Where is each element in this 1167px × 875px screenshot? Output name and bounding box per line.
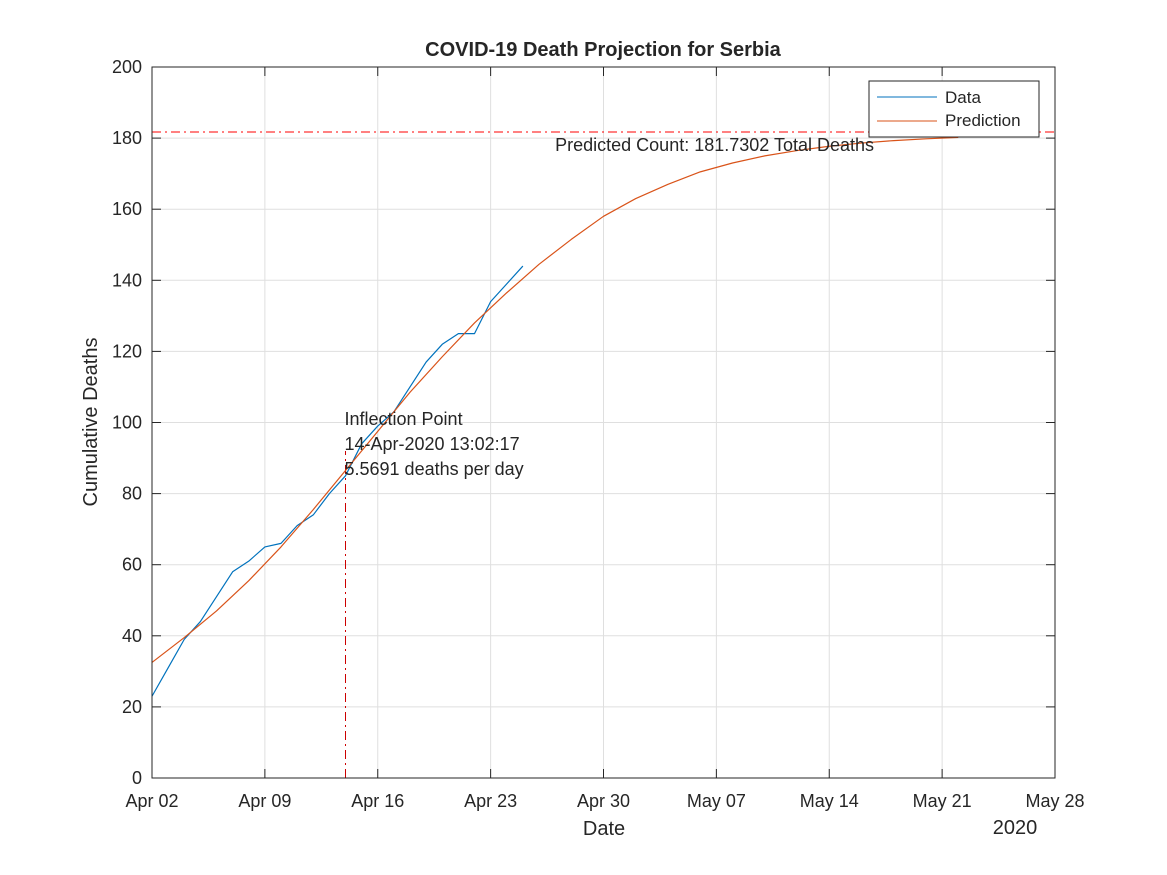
predicted-count-annotation: Predicted Count: 181.7302 Total Deaths [555,135,874,155]
series-lines [151,136,959,697]
y-tick-label: 0 [132,768,142,788]
y-tick-label: 140 [112,270,142,290]
x-axis-year-label: 2020 [993,817,1038,839]
legend-label-prediction: Prediction [945,111,1021,130]
x-tick-label: Apr 09 [238,791,291,811]
x-tick-label: May 28 [1025,791,1084,811]
x-tick-label: Apr 23 [464,791,517,811]
inflection-annotation-line: 5.5691 deaths per day [345,459,524,479]
y-tick-label: 60 [122,555,142,575]
series-line-data [151,265,524,697]
legend-box [868,80,1040,138]
legend-label-data: Data [945,88,981,107]
chart-title: COVID-19 Death Projection for Serbia [425,39,782,61]
x-tick-label: Apr 02 [125,791,178,811]
legend: Data Prediction [868,80,1040,138]
x-tick-label: May 21 [913,791,972,811]
y-axis-label: Cumulative Deaths [80,338,102,507]
reference-lines [152,131,1055,778]
inflection-annotation: Inflection Point 14-Apr-2020 13:02:17 5.56… [345,409,524,479]
x-tick-label: Apr 30 [577,791,630,811]
x-tick-label: May 07 [687,791,746,811]
y-tick-label: 180 [112,128,142,148]
annotations: Predicted Count: 181.7302 Total Deaths In… [345,135,875,479]
y-tick-label: 100 [112,413,142,433]
y-tick-label: 120 [112,341,142,361]
y-tick-label: 40 [122,626,142,646]
axis-ticks: Apr 02 Apr 09 Apr 16 Apr 23 Apr 30 May 07 May … [112,57,1085,811]
inflection-annotation-line: Inflection Point [345,409,463,429]
y-tick-label: 20 [122,697,142,717]
x-tick-label: Apr 16 [351,791,404,811]
y-tick-label: 200 [112,57,142,77]
y-tick-label: 80 [122,484,142,504]
series-line-prediction [151,136,959,663]
inflection-annotation-line: 14-Apr-2020 13:02:17 [345,434,520,454]
y-tick-label: 160 [112,199,142,219]
x-tick-label: May 14 [800,791,859,811]
x-axis-label: Date [583,818,625,840]
